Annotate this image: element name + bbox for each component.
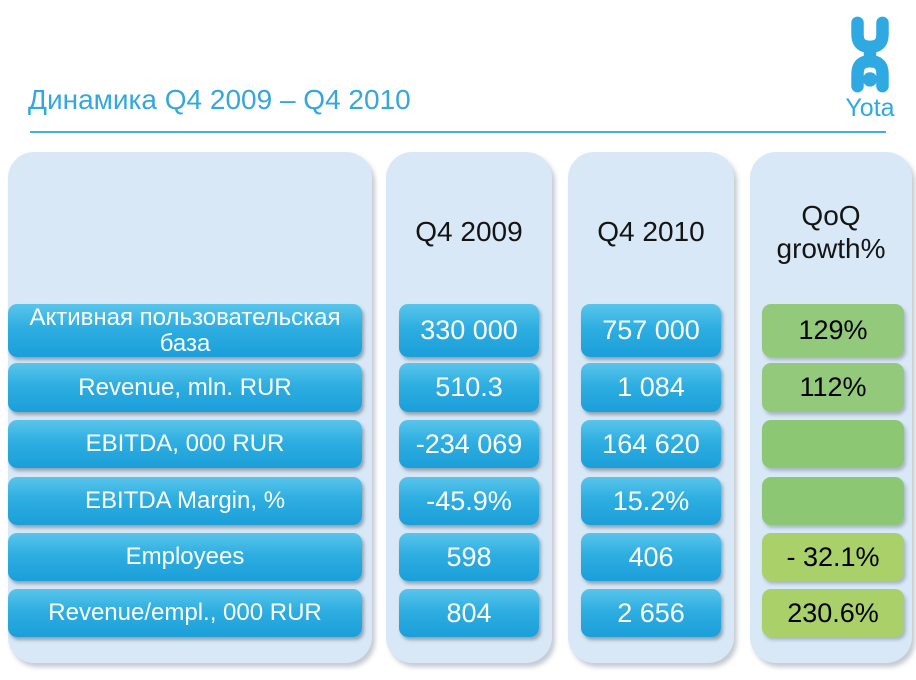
value-cell: 406 <box>581 533 721 581</box>
row-label: Revenue, mln. RUR <box>8 363 362 412</box>
qoq-cell <box>762 477 904 525</box>
row-label: EBITDA, 000 RUR <box>8 420 362 468</box>
qoq-cell <box>762 420 904 468</box>
row-label: Активная пользовательская база <box>8 304 362 357</box>
value-cell: 2 656 <box>581 589 721 637</box>
value-cell: 757 000 <box>581 304 721 357</box>
value-cell: 804 <box>399 589 539 637</box>
value-cell: 330 000 <box>399 304 539 357</box>
row-label: Revenue/empl., 000 RUR <box>8 589 362 637</box>
yota-logo-icon <box>834 16 906 93</box>
qoq-cell: 112% <box>762 363 904 412</box>
column-q4-2009: Q4 2009 330 000 510.3 -234 069 -45.9% 59… <box>386 152 552 663</box>
qoq-cell: 230.6% <box>762 589 904 637</box>
value-cell: -45.9% <box>399 477 539 525</box>
column-q4-2010: Q4 2010 757 000 1 084 164 620 15.2% 406 … <box>568 152 734 663</box>
qoq-cell: - 32.1% <box>762 533 904 581</box>
yota-logo: Yota <box>834 16 906 123</box>
title-divider <box>30 131 886 133</box>
column-header-qoq-growth: QoQ growth% <box>776 199 886 264</box>
value-cell: 510.3 <box>399 363 539 412</box>
column-qoq-growth: QoQ growth% 129% 112% - 32.1% 230.6% <box>750 152 912 663</box>
value-cell: -234 069 <box>399 420 539 468</box>
value-cell: 1 084 <box>581 363 721 412</box>
value-cell: 15.2% <box>581 477 721 525</box>
row-label: EBITDA Margin, % <box>8 477 362 525</box>
value-cell: 164 620 <box>581 420 721 468</box>
value-cell: 598 <box>399 533 539 581</box>
qoq-cell: 129% <box>762 304 904 357</box>
column-header-q4-2009: Q4 2009 <box>415 216 523 248</box>
column-header-q4-2010: Q4 2010 <box>597 216 705 248</box>
column-row-labels: Активная пользовательская база Revenue, … <box>8 152 372 663</box>
row-label: Employees <box>8 533 362 581</box>
page-title: Динамика Q4 2009 – Q4 2010 <box>28 84 411 115</box>
yota-logo-text: Yota <box>845 94 895 122</box>
